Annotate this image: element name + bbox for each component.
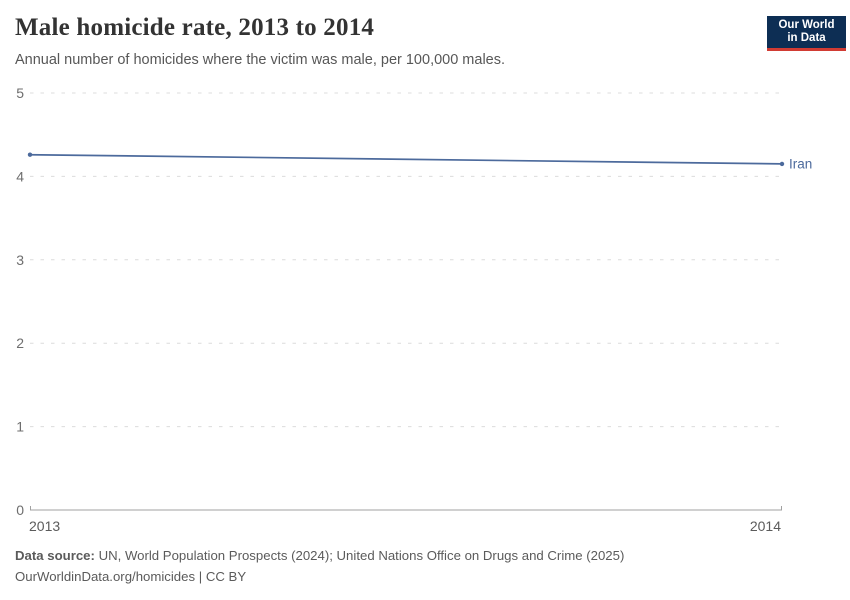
owid-logo: Our World in Data — [767, 16, 846, 51]
owid-logo-line2: in Data — [787, 32, 826, 44]
y-tick-label-5: 5 — [16, 85, 24, 101]
page-subtitle: Annual number of homicides where the vic… — [15, 52, 506, 68]
data-source-text: UN, World Population Prospects (2024); U… — [98, 548, 625, 563]
owid-logo-line1: Our World — [778, 18, 835, 31]
data-source-note: Data source: UN, World Population Prospe… — [15, 548, 624, 563]
y-tick-label-4: 4 — [16, 168, 24, 184]
y-tick-label-1: 1 — [16, 419, 24, 435]
attribution-note: OurWorldinData.org/homicides | CC BY — [15, 569, 247, 584]
y-tick-label-3: 3 — [16, 252, 24, 268]
line-chart: 0 1 2 3 4 5 2013 2014 Iran — [16, 85, 812, 534]
data-point-iran-start — [27, 152, 33, 157]
y-tick-label-0: 0 — [16, 502, 24, 518]
x-tick-label-2014: 2014 — [750, 518, 781, 534]
x-tick-label-2013: 2013 — [29, 518, 60, 534]
y-tick-label-2: 2 — [16, 335, 24, 351]
data-source-label: Data source: — [15, 548, 95, 563]
series-label-iran: Iran — [789, 156, 812, 171]
data-point-iran-end — [779, 161, 785, 167]
data-line-iran — [29, 153, 783, 165]
page-title: Male homicide rate, 2013 to 2014 — [15, 14, 375, 41]
